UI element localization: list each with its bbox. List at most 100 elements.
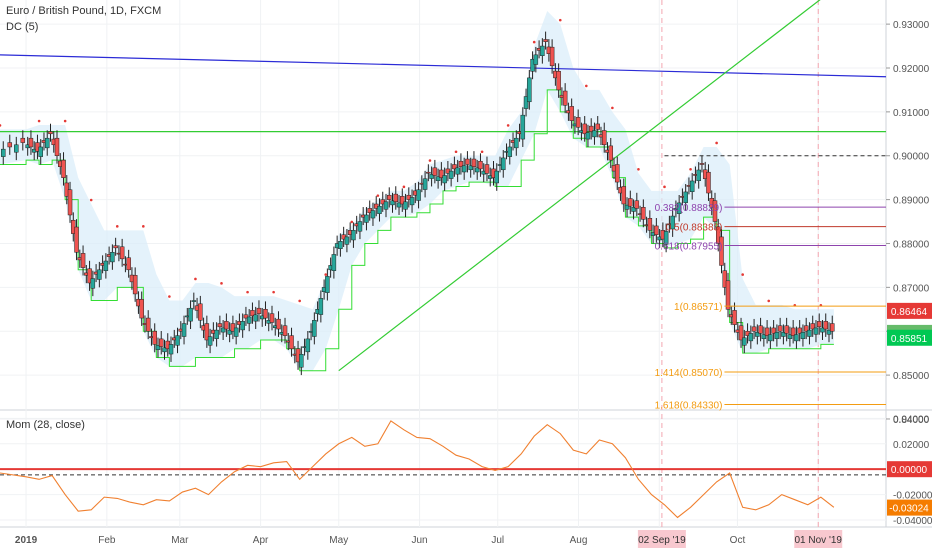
- candle-body: [830, 323, 835, 332]
- psar-dot: [741, 273, 744, 276]
- candle-body: [794, 334, 799, 342]
- candle-body: [230, 323, 236, 332]
- candle-body: [628, 198, 633, 207]
- candle-body: [699, 163, 705, 165]
- candle-body: [631, 207, 636, 212]
- momentum-tick-label: -0.04000: [893, 516, 932, 527]
- candle-body: [712, 200, 718, 222]
- candle-body: [530, 58, 535, 72]
- candle-body: [318, 298, 324, 315]
- candle-body: [771, 327, 776, 334]
- candle-body: [80, 253, 86, 268]
- psar-dot: [194, 277, 197, 281]
- candle-body: [777, 325, 783, 332]
- candle-body: [126, 257, 131, 271]
- candle-body: [520, 114, 526, 140]
- candle-body: [582, 123, 587, 135]
- candle-body: [787, 334, 793, 339]
- candle-body: [439, 169, 444, 178]
- candle-body: [803, 325, 809, 332]
- candle-body: [90, 278, 96, 289]
- candle-body: [807, 329, 812, 337]
- candle-body: [738, 325, 744, 341]
- candle-body: [240, 321, 245, 331]
- candle-body: [87, 268, 92, 284]
- candle-body: [448, 170, 454, 179]
- candle-body: [188, 307, 193, 322]
- candle-body: [429, 174, 434, 179]
- psar-dot: [298, 299, 301, 303]
- candle-body: [813, 327, 819, 335]
- momentum-badge-label: 0.00000: [891, 465, 928, 476]
- candle-body: [468, 165, 473, 171]
- candle-body: [634, 200, 640, 209]
- candle-body: [338, 241, 343, 249]
- candle-body: [119, 246, 125, 260]
- candle-body: [781, 332, 786, 337]
- candle-body: [742, 337, 747, 346]
- candle-body: [719, 236, 724, 266]
- price-tick-label: 0.90000: [893, 152, 930, 163]
- psar-dot: [454, 150, 458, 154]
- candle-body: [748, 333, 754, 342]
- price-tick-label: 0.89000: [893, 196, 930, 207]
- candle-body: [155, 345, 161, 350]
- candle-body: [351, 230, 356, 241]
- candle-body: [390, 200, 395, 206]
- candle-body: [751, 326, 757, 332]
- psar-dot: [428, 159, 432, 162]
- candle-body: [556, 71, 561, 91]
- psar-dot: [376, 194, 380, 197]
- candle-body: [725, 280, 731, 310]
- candle-body: [61, 159, 66, 178]
- candle-body: [790, 327, 796, 336]
- candle-body: [67, 189, 73, 216]
- candle-body: [263, 309, 268, 319]
- candle-body: [299, 354, 304, 368]
- candle-body: [181, 323, 187, 337]
- candle-body: [246, 316, 252, 324]
- candle-body: [289, 335, 294, 350]
- candle-body: [452, 164, 457, 170]
- candle-body: [501, 157, 506, 171]
- candle-body: [523, 96, 529, 109]
- candle-body: [755, 332, 760, 337]
- psar-dot: [0, 124, 2, 127]
- candle-body: [507, 146, 513, 157]
- candle-body: [621, 186, 627, 205]
- candle-body: [305, 338, 311, 353]
- candle-body: [527, 77, 532, 103]
- psar-dot: [480, 150, 484, 154]
- candle-body: [465, 158, 470, 165]
- candle-body: [38, 146, 43, 157]
- highlight-date-label: 01 Nov '19: [794, 535, 842, 546]
- candle-body: [608, 145, 614, 161]
- candle-body: [220, 327, 226, 333]
- candle-body: [364, 214, 369, 223]
- fib-level-label: 1(0.86571): [674, 302, 722, 313]
- psar-dot: [402, 185, 406, 189]
- candle-body: [312, 320, 317, 337]
- psar-dot: [637, 167, 640, 171]
- candle-body: [641, 207, 646, 220]
- candle-body: [575, 117, 581, 128]
- price-tick-label: 0.93000: [893, 20, 930, 31]
- price-tick-label: 0.92000: [893, 64, 930, 75]
- psar-dot: [63, 119, 67, 123]
- psar-dot: [324, 273, 328, 276]
- psar-dot: [89, 198, 93, 202]
- candle-body: [461, 165, 467, 173]
- candle-body: [494, 170, 499, 184]
- candle-body: [732, 310, 737, 325]
- candle-body: [823, 321, 828, 330]
- candle-body: [540, 45, 545, 56]
- candle-body: [663, 231, 669, 245]
- time-tick-label: Jul: [491, 535, 504, 546]
- candle-body: [207, 336, 213, 346]
- time-tick-label: Oct: [730, 535, 746, 546]
- candle-body: [816, 321, 822, 328]
- candle-body: [145, 317, 151, 332]
- candle-body: [191, 300, 197, 302]
- candle-body: [826, 329, 832, 335]
